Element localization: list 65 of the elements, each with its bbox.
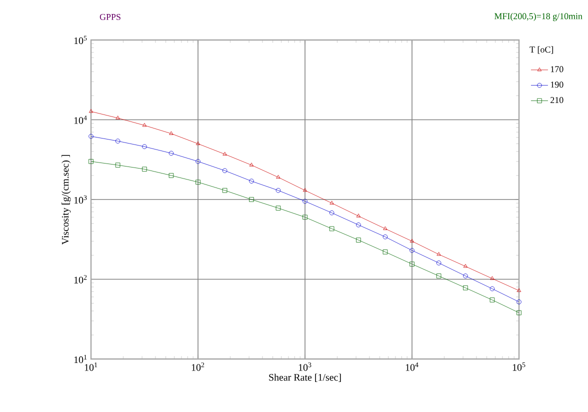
point [249,178,254,184]
point [142,122,147,127]
point [463,264,468,268]
y-tick-label: 10$^{5}$ [74,36,87,44]
point [115,162,120,168]
point [222,152,227,156]
point [490,298,495,302]
point [330,200,334,204]
point [329,226,334,232]
point [249,162,254,166]
x-tick-label: 10$^{3}$ [298,362,312,371]
point [383,226,388,230]
point [356,238,361,242]
point [196,180,200,185]
point [302,198,308,204]
x-tick-label: 10$^{5}$ [512,362,526,371]
x-tick-label: 10$^{2}$ [192,362,204,371]
point [410,238,414,242]
point [196,141,200,146]
point [276,188,281,193]
point [196,159,200,164]
x-axis-title: Shear Rate [1/sec] [269,374,341,382]
y-tick-label: 10$^{4}$ [74,116,87,124]
point [249,197,254,202]
point [302,214,308,220]
point [142,166,147,172]
point [276,206,281,210]
point [436,252,441,256]
point [222,168,228,174]
point [463,285,468,290]
y-tick-label: 10$^{1}$ [74,354,87,364]
legend-label: 190 [550,82,564,88]
y-axis-title: Viscosity [g/(cm.sec) ] [62,155,71,245]
point [329,210,334,216]
point [463,274,468,278]
legend-label: 210 [550,97,564,104]
point [410,248,414,253]
chart-title: GPPS [100,14,120,20]
x-tick-label: 10$^{1}$ [84,362,98,371]
point [115,138,120,144]
point [302,188,308,192]
point [436,260,442,266]
point [276,174,280,179]
point [410,262,414,266]
x-tick-label: 10$^{4}$ [406,362,418,371]
legend-label: 170 [550,66,564,72]
point [516,310,522,316]
point [169,131,174,135]
legend-title: T [oC] [530,46,554,54]
point [168,173,174,178]
point [356,214,361,218]
point [382,234,388,240]
point [222,188,228,193]
text: MFI(200,5)=18 g/10min [494,12,582,22]
point [142,144,147,150]
point [88,159,94,164]
point [356,222,361,228]
point [116,116,120,120]
y-tick-label: 10$^{3}$ [74,195,87,204]
y-tick-label: 10$^{2}$ [74,275,87,284]
point [382,250,388,254]
point [168,150,174,156]
point [490,276,494,280]
point [436,274,442,278]
point [490,286,495,292]
